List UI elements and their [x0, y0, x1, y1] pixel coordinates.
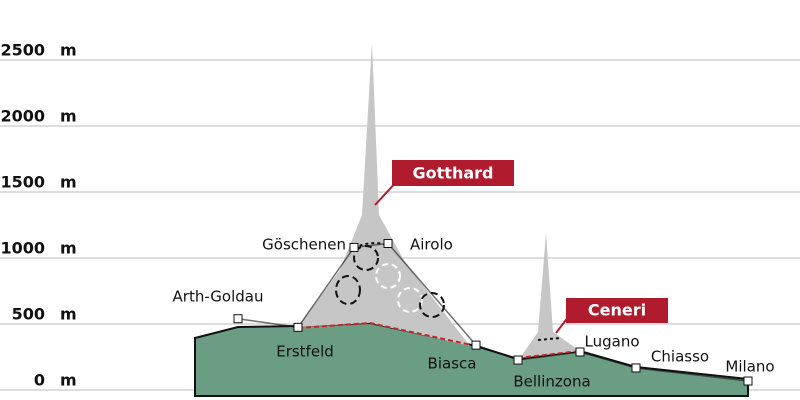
base-tunnel [297, 321, 477, 347]
gotthard-label: Gotthard [413, 164, 494, 183]
y-unit: m [60, 173, 77, 192]
y-unit: m [60, 239, 77, 258]
gotthard-tag [392, 160, 514, 186]
y-unit: m [60, 371, 77, 390]
ceneri-massif [520, 233, 580, 358]
ceneri-tunnel [517, 350, 581, 359]
ceneri-label: Ceneri [588, 301, 646, 320]
station-marker [383, 238, 393, 248]
station-label: Airolo [410, 236, 453, 254]
station-marker [233, 314, 243, 324]
station-marker [293, 322, 303, 332]
y-tick-label: 2000 [0, 107, 45, 126]
y-unit: m [60, 41, 77, 60]
station-marker [631, 363, 641, 373]
station-label: Biasca [428, 355, 477, 373]
station-label: Lugano [585, 333, 640, 351]
station-marker [471, 340, 481, 350]
station-label: Chiasso [651, 348, 709, 366]
ceneri-old-tunnel [537, 337, 561, 341]
ceneri-tag [566, 298, 668, 323]
station-marker [513, 355, 523, 365]
y-tick-label: 1500 [0, 173, 45, 192]
y-tick-label: 0 [34, 371, 45, 390]
station-label: Göschenen [262, 236, 346, 254]
station-marker [349, 242, 359, 252]
y-unit: m [60, 107, 77, 126]
gotthard-massif [298, 42, 470, 346]
y-tick-label: 1000 [0, 239, 45, 258]
station-label: Bellinzona [513, 373, 590, 391]
marks: Arth-Goldau Erstfeld Göschenen Airolo Biasca… [173, 236, 775, 391]
y-unit: m [60, 305, 77, 324]
station-label: Arth-Goldau [173, 288, 264, 306]
y-tick-label: 2500 [0, 41, 45, 60]
station-marker [575, 347, 585, 357]
station-label: Erstfeld [276, 343, 334, 361]
y-tick-label: 500 [12, 305, 45, 324]
station-label: Milano [725, 358, 774, 376]
station-marker [743, 376, 753, 386]
